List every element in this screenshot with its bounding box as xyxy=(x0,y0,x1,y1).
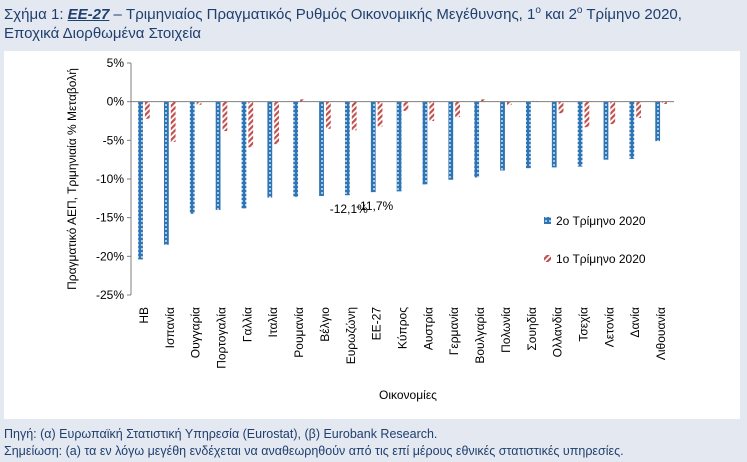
caption-text-3: Τρίμηνο 2020, Εποχικά Διορθωμένα Στοιχεί… xyxy=(4,6,682,42)
bar-q1 xyxy=(248,101,254,148)
caption-sup-1: ο xyxy=(535,5,541,16)
bar-q2 xyxy=(241,101,247,209)
bar-q1 xyxy=(403,101,409,111)
bar-q2 xyxy=(215,101,221,210)
bar-q2 xyxy=(163,101,169,245)
x-tick-label: Πορτογαλία xyxy=(215,307,229,369)
bar-q1 xyxy=(455,101,461,118)
legend-label: 2ο Τρίμηνο 2020 xyxy=(556,214,646,228)
data-label: -12,1% xyxy=(330,202,368,216)
x-tick-label: Ιταλία xyxy=(266,307,280,338)
chart-area: 5% 0% -5% -10% -15% -20% -25% ΗΒ Ισπανία Ουγγαρί… xyxy=(4,51,740,419)
bar-q1 xyxy=(274,101,280,145)
x-tick-label: Ολλανδία xyxy=(551,307,565,357)
bar-q2 xyxy=(500,101,505,171)
bar-q1 xyxy=(196,101,202,105)
caption-code: EE-27 xyxy=(67,6,110,23)
caption-sup-2: ο xyxy=(576,5,583,16)
caption-text-2: και 2 xyxy=(540,6,577,23)
bar-chart: 5% 0% -5% -10% -15% -20% -25% ΗΒ Ισπανία Ουγγαρί… xyxy=(65,56,674,402)
bar-q2 xyxy=(138,101,143,260)
y-tick-label: -20% xyxy=(96,249,124,263)
bar-q1 xyxy=(610,101,616,125)
bar-q2 xyxy=(370,101,376,193)
bar-q1 xyxy=(325,101,331,129)
bar-q1 xyxy=(351,101,357,131)
x-tick-label: Πολωνία xyxy=(499,307,513,353)
x-tick-label: Βουλγαρία xyxy=(473,307,487,364)
bar-q2 xyxy=(577,101,583,167)
bar-q1 xyxy=(300,99,305,102)
x-tick-label: Αυστρία xyxy=(421,307,435,350)
x-tick-label: Γερμανία xyxy=(447,307,461,355)
x-tick-label: Τσεχία xyxy=(577,307,591,342)
x-tick-label: ΗΒ xyxy=(137,307,151,324)
y-axis-title: Πραγματικό ΑΕΠ, Τριμηνιαία % Μεταβολή xyxy=(65,68,79,290)
bar-q1 xyxy=(170,101,176,142)
bar-q1 xyxy=(481,99,486,102)
source-note: Πηγή: (α) Ευρωπαϊκή Στατιστική Υπηρεσία … xyxy=(4,427,438,441)
footnotes: Πηγή: (α) Ευρωπαϊκή Στατιστική Υπηρεσία … xyxy=(4,426,744,460)
x-tick-label: Ευρωζώνη xyxy=(344,307,358,364)
y-tick-label: -5% xyxy=(103,133,125,147)
bar-q2 xyxy=(448,101,454,180)
bar-q1 xyxy=(662,101,667,104)
legend-label: 1ο Τρίμηνο 2020 xyxy=(556,252,646,266)
bar-q1 xyxy=(506,101,512,105)
bar-q2 xyxy=(293,101,299,197)
remark-note: Σημείωση: (a) τα εν λόγω μεγέθη ενδέχετα… xyxy=(4,444,624,458)
x-tick-label: Ουγγαρία xyxy=(189,307,203,358)
y-tick-label: -10% xyxy=(96,172,124,186)
bar-q2 xyxy=(344,101,350,196)
y-tick-label: 0% xyxy=(107,95,125,109)
x-tick-label: Λιθουανία xyxy=(654,307,668,360)
y-tick-label: 5% xyxy=(107,56,125,70)
bar-q1 xyxy=(636,101,642,118)
x-tick-label: ΕΕ-27 xyxy=(370,307,384,341)
caption-text-1: – Τριμηνιαίος Πραγματικός Ρυθμός Οικονομ… xyxy=(109,6,536,23)
y-tick-label: -25% xyxy=(96,288,124,302)
bar-q1 xyxy=(429,101,435,121)
bar-q1 xyxy=(222,101,228,132)
x-tick-label: Δανία xyxy=(628,307,642,338)
legend-swatch xyxy=(544,255,551,262)
x-tick-label: Βέλγιο xyxy=(318,307,332,342)
bar-q2 xyxy=(396,101,402,192)
bar-q2 xyxy=(189,101,195,214)
data-label: -11,7% xyxy=(356,199,393,213)
bar-q2 xyxy=(603,101,609,160)
caption-prefix: Σχήμα 1: xyxy=(4,6,68,23)
bar-q2 xyxy=(655,101,661,142)
bar-q1 xyxy=(558,101,564,114)
bar-q2 xyxy=(629,101,635,159)
legend-swatch xyxy=(544,217,551,224)
bar-q2 xyxy=(422,101,428,185)
x-tick-label: Κύπρος xyxy=(396,307,410,349)
x-tick-label: Ρουμανία xyxy=(292,307,306,358)
bar-q1 xyxy=(144,101,150,119)
x-tick-label: Γαλλία xyxy=(240,307,254,342)
figure-caption: Σχήμα 1: EE-27 – Τριμηνιαίος Πραγματικός… xyxy=(4,5,739,43)
bar-q2 xyxy=(551,101,557,168)
bar-q1 xyxy=(584,101,590,128)
bar-q1 xyxy=(377,101,383,127)
x-tick-label: Σουηδία xyxy=(525,307,539,351)
x-axis-title: Οικονομίες xyxy=(379,388,437,402)
y-tick-label: -15% xyxy=(96,211,124,225)
x-tick-label: Ισπανία xyxy=(163,307,177,348)
bar-q2 xyxy=(525,101,531,169)
bar-q2 xyxy=(267,101,273,198)
bar-q2 xyxy=(319,101,324,197)
x-tick-label: Λετονία xyxy=(602,307,616,347)
bar-q2 xyxy=(474,101,480,178)
